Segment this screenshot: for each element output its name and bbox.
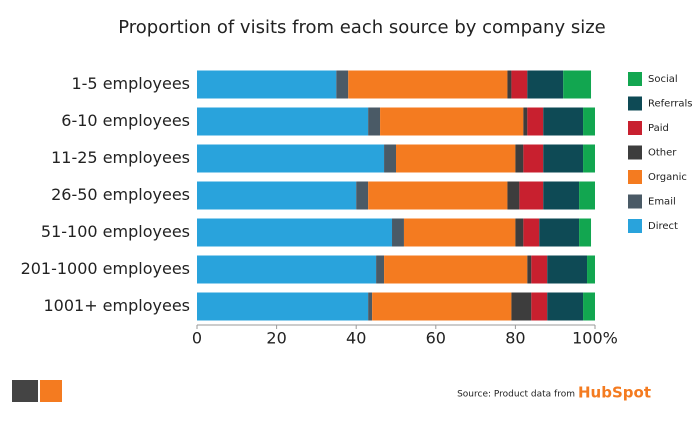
bar-segment — [523, 144, 544, 173]
bar-segment — [356, 181, 369, 210]
bar-segment — [511, 292, 532, 321]
logo-block — [12, 380, 38, 402]
bar-segment — [384, 255, 528, 284]
bar-segment — [523, 107, 528, 136]
y-tick-label: 6-10 employees — [61, 111, 190, 130]
bar-segment — [511, 70, 528, 99]
bar-segment — [396, 144, 516, 173]
bar-segment — [579, 181, 595, 210]
bar-segment — [197, 181, 357, 210]
bar-segment — [563, 70, 592, 99]
bar-segment — [531, 292, 548, 321]
legend-label: Other — [648, 148, 677, 159]
legend-swatch — [628, 170, 642, 184]
y-tick-label: 51-100 employees — [41, 222, 190, 241]
legend-swatch — [628, 121, 642, 135]
y-tick-label: 11-25 employees — [51, 148, 190, 167]
bar-segment — [197, 218, 393, 247]
bar-segment — [507, 70, 512, 99]
x-tick-label: 60 — [426, 329, 446, 348]
y-tick-label: 201-1000 employees — [21, 259, 190, 278]
legend-label: Organic — [648, 172, 687, 183]
legend-swatch — [628, 219, 642, 233]
legend-label: Referrals — [648, 99, 693, 110]
bar-segment — [543, 107, 584, 136]
x-tick-label: 80 — [505, 329, 525, 348]
legend-swatch — [628, 194, 642, 209]
legend-swatch — [628, 96, 642, 111]
bar-segment — [539, 218, 580, 247]
bar-segment — [372, 292, 512, 321]
bar-segment — [527, 107, 544, 136]
bar-segment — [543, 144, 584, 173]
y-tick-label: 1-5 employees — [71, 74, 190, 93]
bar-segment — [368, 181, 508, 210]
bar-segment — [527, 255, 532, 284]
x-tick-label: 40 — [346, 329, 366, 348]
bar-segment — [197, 292, 369, 321]
bar-segment — [583, 144, 595, 173]
bar-segment — [523, 218, 540, 247]
source-text: Source: Product data from — [457, 390, 575, 400]
bar-segment — [507, 181, 520, 210]
chart-title: Proportion of visits from each source by… — [118, 17, 605, 38]
bar-segment — [515, 218, 524, 247]
bar-segment — [587, 255, 595, 284]
bar-segment — [376, 255, 385, 284]
bar-segment — [547, 292, 584, 321]
bar-segment — [579, 218, 592, 247]
bar-segment — [197, 255, 377, 284]
bar-segment — [197, 70, 337, 99]
legend-label: Social — [648, 74, 678, 85]
bar-segment — [583, 107, 595, 136]
bar-segment — [348, 70, 508, 99]
legend-label: Direct — [648, 221, 678, 232]
source-brand: HubSpot — [578, 384, 651, 402]
bar-segment — [384, 144, 396, 173]
y-tick-label: 26-50 employees — [51, 185, 190, 204]
bar-segment — [527, 70, 564, 99]
legend-swatch — [628, 145, 642, 160]
bar-segment — [547, 255, 588, 284]
bar-segment — [380, 107, 524, 136]
bar-segment — [197, 144, 385, 173]
bar-segment — [368, 107, 381, 136]
bar-segment — [543, 181, 580, 210]
x-tick-label: 20 — [266, 329, 286, 348]
x-tick-label: 0 — [192, 329, 202, 348]
x-tick-label: 100% — [572, 329, 618, 348]
bar-segment — [392, 218, 404, 247]
bar-segment — [197, 107, 369, 136]
bar-segment — [519, 181, 544, 210]
bar-segment — [336, 70, 349, 99]
bar-segment — [403, 218, 516, 247]
bar-segment — [515, 144, 524, 173]
y-tick-label: 1001+ employees — [43, 296, 190, 315]
legend-swatch — [628, 72, 642, 86]
bar-segment — [368, 292, 373, 321]
bar-segment — [531, 255, 548, 284]
logo-icon — [40, 380, 62, 402]
bar-segment — [583, 292, 595, 321]
legend-label: Email — [648, 197, 676, 208]
legend-label: Paid — [648, 123, 669, 134]
